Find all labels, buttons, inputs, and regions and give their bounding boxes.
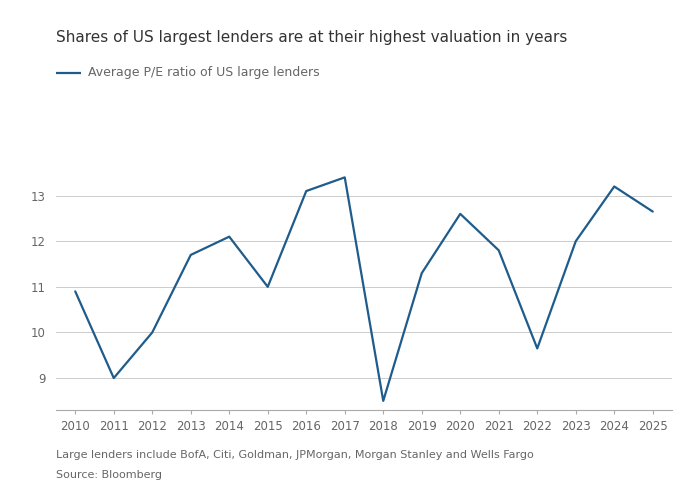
Text: Large lenders include BofA, Citi, Goldman, JPMorgan, Morgan Stanley and Wells Fa: Large lenders include BofA, Citi, Goldma… [56,450,533,460]
Text: Average P/E ratio of US large lenders: Average P/E ratio of US large lenders [88,66,319,79]
Text: Shares of US largest lenders are at their highest valuation in years: Shares of US largest lenders are at thei… [56,30,568,45]
Text: Source: Bloomberg: Source: Bloomberg [56,470,162,480]
